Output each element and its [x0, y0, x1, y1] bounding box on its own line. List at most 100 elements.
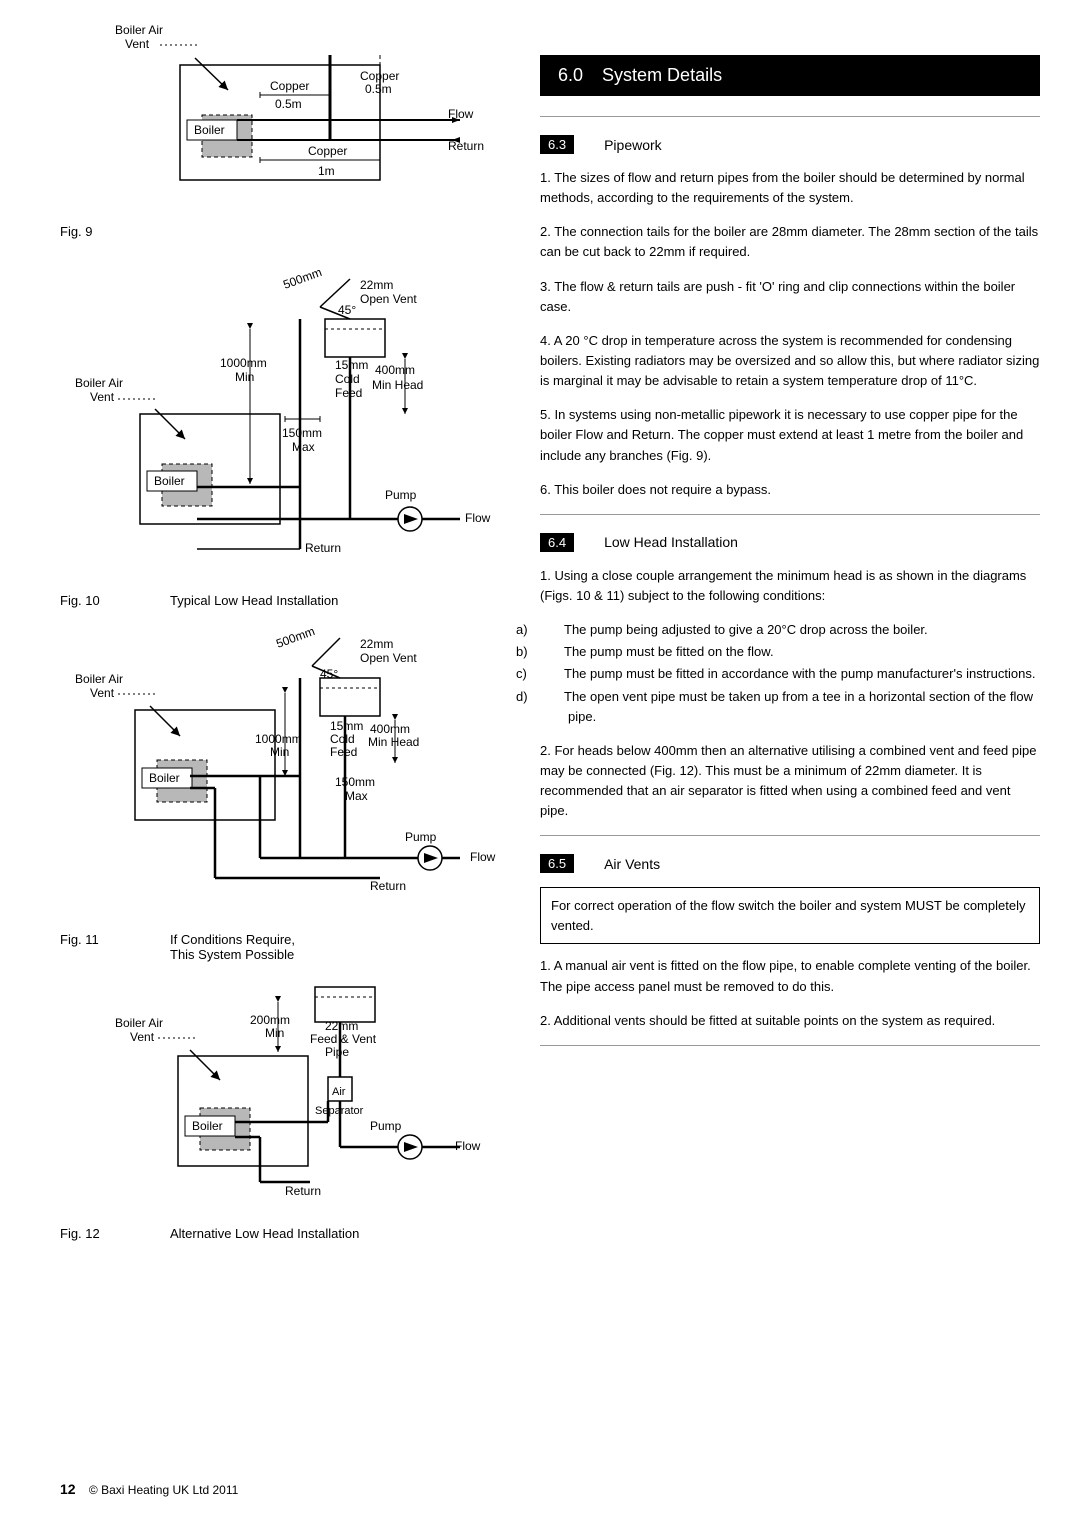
sub64-header: 6.4 Low Head Installation: [540, 533, 1040, 552]
1000min-label: 1000mm: [220, 356, 267, 370]
figure-11: 500mm 45° 22mm Open Vent Boiler Air Vent…: [60, 628, 500, 962]
minhead11-label: Min Head: [368, 735, 419, 749]
45-label: 45°: [338, 303, 356, 317]
fig10-cap: Typical Low Head Installation: [170, 593, 338, 608]
cond-d: d)The open vent pipe must be taken up fr…: [568, 687, 1040, 727]
p63-1: 1. The sizes of flow and return pipes fr…: [540, 168, 1040, 208]
22fv-label: 22mm: [325, 1019, 358, 1033]
500mm-label: 500mm: [281, 265, 323, 292]
sub63-header: 6.3 Pipework: [540, 135, 1040, 154]
fig11-cap-l1: If Conditions Require,: [170, 932, 295, 947]
cold11-label: Cold: [330, 732, 355, 746]
return12-label: Return: [285, 1184, 321, 1198]
copper1b-label: 1m: [318, 164, 335, 178]
flow11-label: Flow: [470, 850, 496, 864]
fig12-num: Fig. 12: [60, 1226, 120, 1241]
pump10-label: Pump: [385, 488, 417, 502]
feed-label: Feed: [335, 386, 362, 400]
p65-2: 2. Additional vents should be fitted at …: [540, 1011, 1040, 1031]
divider: [540, 835, 1040, 836]
sub65-num: 6.5: [540, 854, 574, 873]
sub64-num: 6.4: [540, 533, 574, 552]
p63-2: 2. The connection tails for the boiler a…: [540, 222, 1040, 262]
fig10-num: Fig. 10: [60, 593, 120, 608]
bav12-label: Boiler Air: [115, 1016, 163, 1030]
section-title: System Details: [602, 65, 722, 85]
airsep-label: Air: [332, 1086, 346, 1098]
vent11-label: Vent: [90, 686, 115, 700]
cond-b: b)The pump must be fitted on the flow.: [568, 642, 1040, 662]
bav10-label: Boiler Air: [75, 376, 123, 390]
minhead-label: Min Head: [372, 378, 423, 392]
min12-label: Min: [265, 1026, 284, 1040]
openvent11-label: Open Vent: [360, 651, 417, 665]
15cold-label: 15mm: [335, 358, 368, 372]
return11-label: Return: [370, 879, 406, 893]
min-label: Min: [235, 370, 254, 384]
figure-10: 500mm 45° 22mm Open Vent 1000mm Min 15mm…: [60, 259, 500, 608]
fv-label: Feed & Vent: [310, 1032, 377, 1046]
p63-5: 5. In systems using non-metallic pipewor…: [540, 405, 1040, 465]
150max11-label: 150mm: [335, 775, 375, 789]
copper1-label: Copper: [308, 144, 347, 158]
500mm11-label: 500mm: [274, 628, 316, 651]
divider: [540, 116, 1040, 117]
divider: [540, 1045, 1040, 1046]
p63-6: 6. This boiler does not require a bypass…: [540, 480, 1040, 500]
conditions-list: a)The pump being adjusted to give a 20°C…: [540, 620, 1040, 727]
divider: [540, 514, 1040, 515]
cond-c-text: The pump must be fitted in accordance wi…: [564, 666, 1035, 681]
min11-label: Min: [270, 745, 289, 759]
page-number: 12: [60, 1481, 76, 1497]
flow10-label: Flow: [465, 511, 491, 525]
fig9-num: Fig. 9: [60, 224, 120, 239]
copper05-label: Copper: [270, 79, 309, 93]
pipe-label: Pipe: [325, 1045, 349, 1059]
section-header: 6.0 System Details: [540, 55, 1040, 96]
150max-label: 150mm: [282, 426, 322, 440]
200min-label: 200mm: [250, 1013, 290, 1027]
fig12-cap: Alternative Low Head Installation: [170, 1226, 359, 1241]
cond-b-text: The pump must be fitted on the flow.: [564, 644, 774, 659]
p65-1: 1. A manual air vent is fitted on the fl…: [540, 956, 1040, 996]
copper05rb-label: 0.5m: [365, 82, 392, 96]
cond-d-text: The open vent pipe must be taken up from…: [564, 689, 1033, 724]
45b-label: 45°: [320, 667, 338, 681]
fig11-cap: If Conditions Require, This System Possi…: [170, 932, 295, 962]
400head11-label: 400mm: [370, 722, 410, 736]
15cold11-label: 15mm: [330, 719, 363, 733]
page-footer: 12 © Baxi Heating UK Ltd 2011: [60, 1481, 238, 1497]
cond-a-text: The pump being adjusted to give a 20°C d…: [564, 622, 928, 637]
bav11-label: Boiler Air: [75, 672, 123, 686]
figure-12: Boiler Air Vent Boiler 200mm Min 22mm Fe…: [60, 982, 500, 1241]
feed11-label: Feed: [330, 745, 357, 759]
sub65-title: Air Vents: [604, 856, 660, 872]
boiler10-label: Boiler: [154, 474, 185, 488]
boiler12-label: Boiler: [192, 1119, 223, 1133]
vent12-label: Vent: [130, 1030, 155, 1044]
copyright: © Baxi Heating UK Ltd 2011: [89, 1483, 238, 1497]
copper05r-label: Copper: [360, 69, 399, 83]
p64-1: 1. Using a close couple arrangement the …: [540, 566, 1040, 606]
pump12-label: Pump: [370, 1119, 402, 1133]
figures-column: Boiler Air Vent Boiler: [60, 20, 500, 1261]
sub63-num: 6.3: [540, 135, 574, 154]
return10-label: Return: [305, 541, 341, 555]
22vent-label: 22mm: [360, 278, 393, 292]
flow-label: Flow: [448, 107, 474, 121]
p63-3: 3. The flow & return tails are push - fi…: [540, 277, 1040, 317]
boiler11-label: Boiler: [149, 771, 180, 785]
cond-a: a)The pump being adjusted to give a 20°C…: [568, 620, 1040, 640]
cond-c: c)The pump must be fitted in accordance …: [568, 664, 1040, 684]
sub65-header: 6.5 Air Vents: [540, 854, 1040, 873]
sub64-title: Low Head Installation: [604, 534, 738, 550]
return-label: Return: [448, 139, 484, 153]
p64-2: 2. For heads below 400mm then an alterna…: [540, 741, 1040, 822]
openvent-label: Open Vent: [360, 292, 417, 306]
note-box: For correct operation of the flow switch…: [540, 887, 1040, 944]
fig11-cap-l2: This System Possible: [170, 947, 294, 962]
section-num: 6.0: [558, 65, 583, 85]
max-label: Max: [292, 440, 315, 454]
figure-9: Boiler Air Vent Boiler: [60, 20, 500, 239]
boiler-air-label: Boiler Air: [115, 23, 163, 37]
